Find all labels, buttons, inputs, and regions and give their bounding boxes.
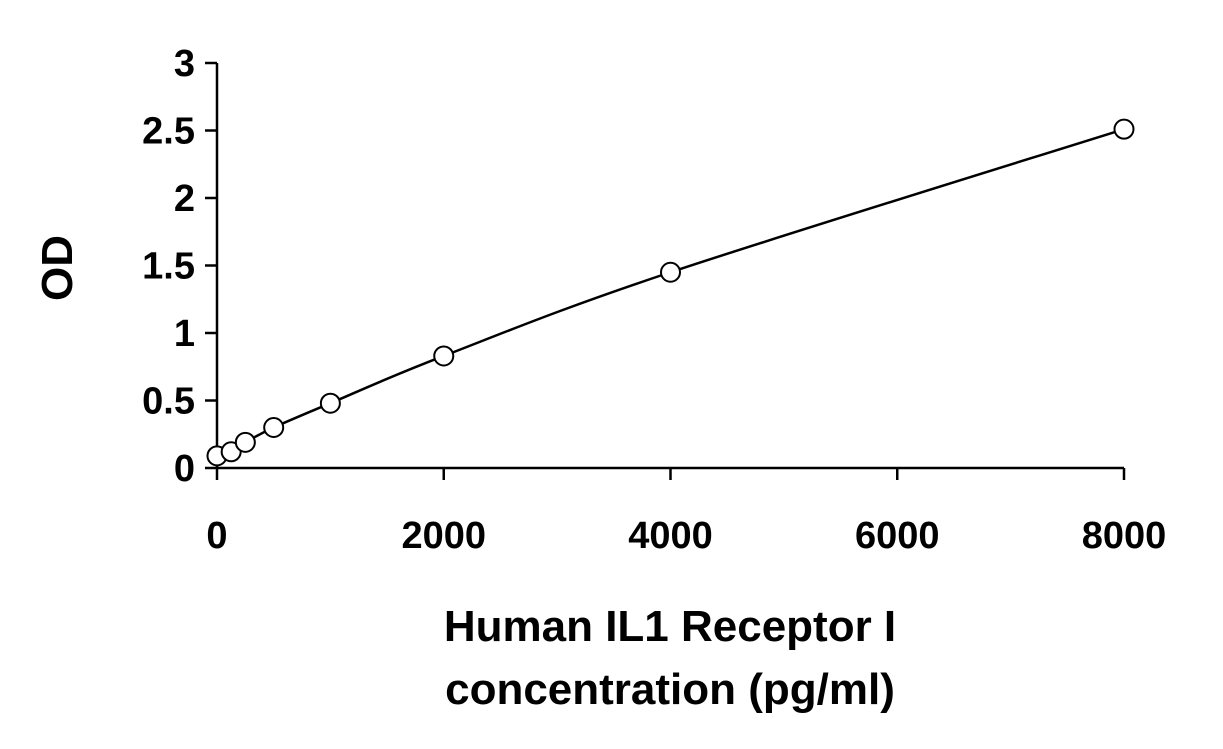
- y-tick-label: 0: [174, 448, 195, 490]
- y-tick-label: 3: [174, 43, 195, 85]
- data-points: [206, 118, 1135, 467]
- data-point: [319, 392, 341, 414]
- y-tick-label: 1.5: [142, 246, 195, 288]
- data-point: [433, 345, 455, 367]
- y-tick-label: 2: [174, 178, 195, 220]
- x-tick-label: 8000: [1082, 515, 1167, 557]
- x-axis-title-line-2: concentration (pg/ml): [445, 665, 895, 714]
- x-tick-label: 2000: [401, 515, 486, 557]
- y-tick-label: 2.5: [142, 111, 195, 153]
- y-axis-title: OD: [33, 235, 82, 301]
- data-point: [660, 261, 681, 283]
- x-axis-ticks: 0 2000 4000 6000 8000: [206, 468, 1166, 557]
- x-tick-label: 4000: [628, 515, 713, 557]
- x-tick-label: 0: [206, 515, 227, 557]
- fit-line: [216, 127, 1125, 458]
- x-tick-label: 6000: [855, 515, 940, 557]
- y-axis-ticks: 0 0.5 1 1.5 2 2.5 3: [142, 43, 217, 490]
- fit-line-group: [216, 127, 1125, 458]
- data-point: [263, 417, 285, 438]
- data-point: [1113, 118, 1135, 140]
- data-point: [234, 431, 256, 453]
- x-axis-title-line-1: Human IL1 Receptor I: [444, 602, 896, 651]
- y-tick-label: 0.5: [142, 381, 195, 423]
- data-point: [220, 441, 242, 463]
- y-tick-label: 1: [174, 313, 195, 355]
